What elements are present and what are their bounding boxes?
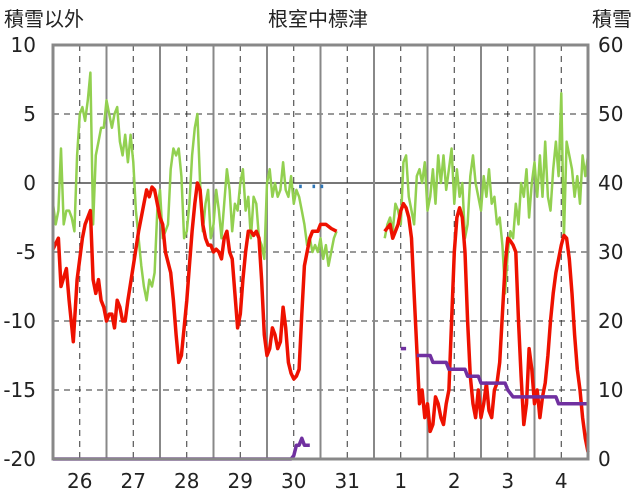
plot-frame xyxy=(51,43,590,461)
left-tick-label: -5 xyxy=(16,240,36,264)
left-tick-label: -15 xyxy=(3,378,36,402)
x-tick-label: 4 xyxy=(555,469,568,493)
x-tick-label: 29 xyxy=(228,469,253,493)
x-tick-label: 30 xyxy=(281,469,306,493)
right-axis-label: 積雪 xyxy=(592,7,632,31)
right-tick-label: 10 xyxy=(598,378,623,402)
wind-series-line xyxy=(383,92,590,295)
right-tick-label: 0 xyxy=(598,447,611,471)
temperature-series-line xyxy=(51,181,338,381)
x-tick-label: 27 xyxy=(121,469,146,493)
chart-title: 根室中標津 xyxy=(268,7,368,31)
left-tick-label: -10 xyxy=(3,309,36,333)
left-tick-label: 5 xyxy=(23,102,36,126)
right-tick-label: 20 xyxy=(598,309,623,333)
left-tick-label: 0 xyxy=(23,171,36,195)
x-tick-label: 31 xyxy=(335,469,360,493)
x-tick-label: 1 xyxy=(394,469,407,493)
x-tick-label: 3 xyxy=(501,469,514,493)
left-tick-label: 10 xyxy=(11,33,36,57)
temperature-series-line xyxy=(383,201,590,453)
left-axis-label: 積雪以外 xyxy=(4,7,84,31)
x-tick-label: 26 xyxy=(67,469,92,493)
x-tick-label: 2 xyxy=(448,469,461,493)
right-tick-label: 60 xyxy=(598,33,623,57)
wind-series-line xyxy=(51,71,338,302)
right-tick-label: 40 xyxy=(598,171,623,195)
right-tick-label: 30 xyxy=(598,240,623,264)
left-tick-label: -20 xyxy=(3,447,36,471)
snow-depth-series-line xyxy=(53,436,310,461)
x-tick-label: 28 xyxy=(174,469,199,493)
right-tick-label: 50 xyxy=(598,102,623,126)
snow-depth-series-line xyxy=(416,353,588,406)
